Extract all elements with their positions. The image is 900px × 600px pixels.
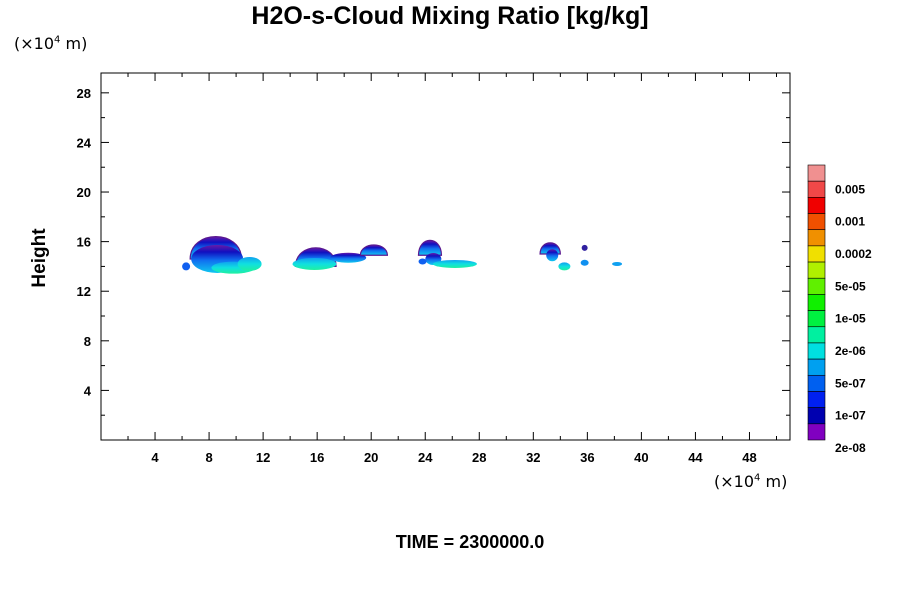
y-tick-label: 12	[77, 284, 91, 299]
colorbar-swatch	[807, 245, 826, 263]
colorbar-label: 5e-05	[835, 279, 866, 293]
x-tick-label: 28	[472, 450, 486, 465]
cloud-c-top	[417, 239, 443, 256]
y-tick-label: 16	[77, 235, 91, 250]
x-tick-label: 4	[151, 450, 159, 465]
colorbar-swatch	[807, 294, 826, 311]
colorbar-label: 0.005	[835, 182, 865, 196]
colorbar-swatch	[807, 213, 826, 231]
colorbar-swatch	[807, 342, 826, 360]
x-tick-label: 36	[580, 450, 594, 465]
cloud-d-fragment	[581, 244, 588, 251]
x-tick-label: 48	[742, 450, 756, 465]
colorbar-swatch	[807, 229, 826, 247]
x-axis-unit: (×104 m)	[714, 472, 788, 491]
cloud-c-tail	[432, 259, 477, 268]
cloud-b-base	[292, 257, 337, 270]
y-tick-label: 20	[77, 185, 91, 200]
x-tick-label: 32	[526, 450, 540, 465]
x-tick-label: 16	[310, 450, 324, 465]
cloud-b-right	[359, 244, 389, 256]
colorbar-label: 5e-07	[835, 376, 866, 390]
colorbar-swatch	[807, 407, 826, 425]
colorbar-label: 0.001	[835, 215, 865, 229]
colorbar: 0.005 0.001 0.0002 5e-05 1e-05 2e-06 5e-07 1e-0…	[807, 164, 872, 455]
colorbar-label: 2e-08	[835, 441, 866, 455]
y-tick-label: 4	[84, 383, 92, 398]
y-tick-label: 24	[77, 135, 92, 150]
cloud-a-tail	[237, 256, 262, 271]
colorbar-swatch	[807, 358, 826, 376]
cloud-d-lower	[558, 262, 571, 271]
chart-title: H2O-s-Cloud Mixing Ratio [kg/kg]	[251, 2, 649, 30]
y-axis-unit: (×104 m)	[14, 34, 88, 53]
x-tick-label: 12	[256, 450, 270, 465]
y-tick-label: 8	[84, 334, 91, 349]
colorbar-swatch	[807, 374, 826, 392]
x-tick-label: 40	[634, 450, 648, 465]
cloud-a-fragment	[182, 262, 191, 271]
colorbar-swatch	[807, 277, 826, 295]
cloud-c-fragment	[418, 258, 427, 265]
colorbar-label: 2e-06	[835, 344, 866, 358]
y-tick-label: 28	[77, 86, 91, 101]
x-tick-label: 24	[418, 450, 433, 465]
cloud-d-body	[546, 249, 559, 262]
colorbar-label: 0.0002	[835, 247, 872, 261]
colorbar-swatch	[807, 197, 826, 214]
x-tick-label: 44	[688, 450, 703, 465]
x-tick-label: 20	[364, 450, 378, 465]
colorbar-swatch	[807, 423, 826, 441]
cloud-field	[182, 236, 623, 274]
cloud-d-fragment	[580, 259, 589, 266]
cloud-d-fragment	[612, 261, 623, 266]
x-tick-label: 8	[205, 450, 212, 465]
colorbar-swatch	[807, 261, 826, 279]
colorbar-swatch	[807, 164, 826, 182]
cloud-b-mid	[330, 252, 367, 263]
time-label: TIME = 2300000.0	[395, 532, 545, 552]
colorbar-swatch	[807, 310, 826, 328]
colorbar-swatch	[807, 180, 826, 198]
colorbar-label: 1e-05	[835, 312, 866, 326]
colorbar-label: 1e-07	[835, 409, 866, 423]
colorbar-swatch	[807, 391, 826, 408]
colorbar-swatch	[807, 326, 826, 344]
